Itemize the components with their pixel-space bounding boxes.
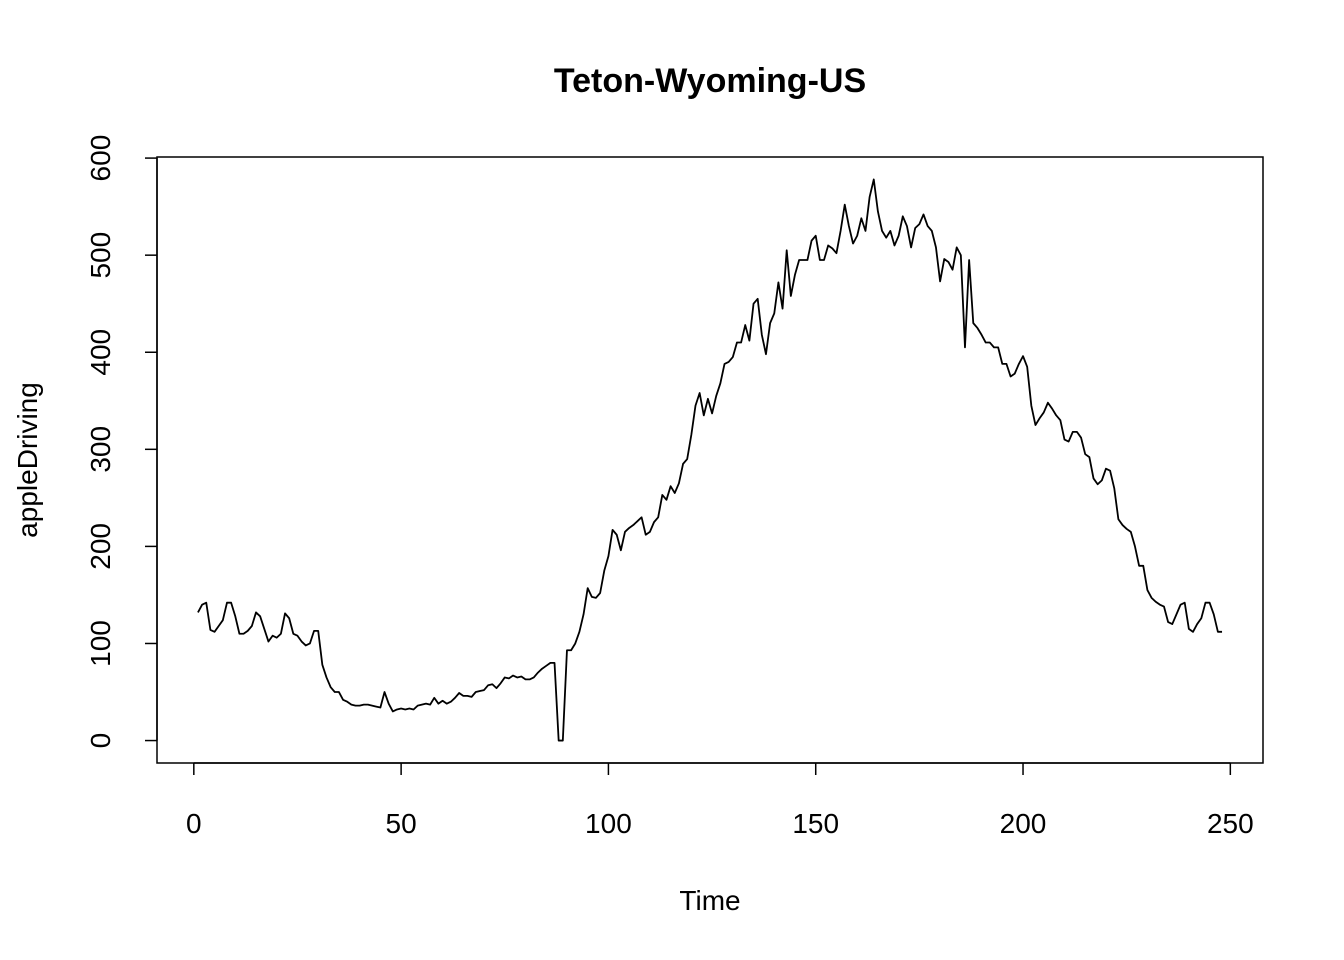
y-tick-label: 100 [85, 620, 116, 667]
y-tick-label: 200 [85, 523, 116, 570]
x-tick-label: 50 [386, 808, 417, 839]
y-tick-label: 600 [85, 135, 116, 182]
x-tick-label: 200 [1000, 808, 1047, 839]
y-tick-label: 500 [85, 232, 116, 279]
x-tick-label: 0 [186, 808, 202, 839]
y-tick-label: 400 [85, 329, 116, 376]
x-tick-label: 250 [1207, 808, 1254, 839]
plot-box [156, 156, 1264, 764]
y-tick-label: 0 [85, 733, 116, 749]
y-axis-label: appleDriving [12, 382, 43, 538]
x-tick-label: 150 [792, 808, 839, 839]
x-axis-label: Time [679, 885, 740, 916]
x-tick-label: 100 [585, 808, 632, 839]
y-tick-label: 300 [85, 426, 116, 473]
chart-title: Teton-Wyoming-US [554, 62, 866, 100]
data-line [197, 178, 1223, 742]
